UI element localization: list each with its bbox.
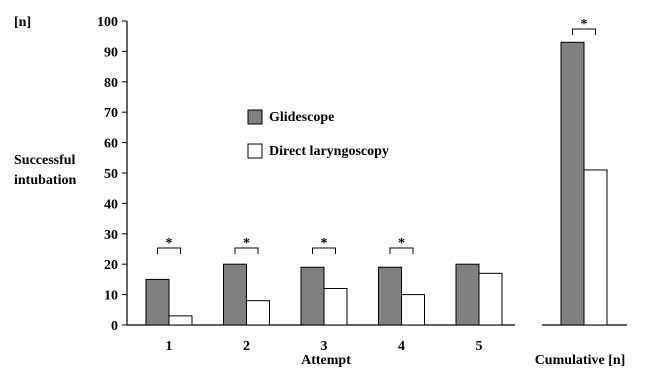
bar-direct-laryngoscopy (401, 294, 425, 326)
bar-glidescope (223, 263, 247, 326)
x-tick-label: 2 (243, 339, 250, 354)
y-tick-label: 80 (104, 76, 118, 91)
y-axis-title-line-1: Successful (14, 153, 76, 168)
y-tick-label: 90 (104, 45, 118, 60)
bar-direct-laryngoscopy (478, 272, 503, 326)
cumulative-significance-bracket (572, 28, 596, 35)
y-tick-label: 40 (104, 197, 118, 212)
significance-bracket (234, 247, 259, 254)
x-tick-label: 3 (321, 339, 328, 354)
significance-bracket (389, 247, 414, 254)
y-tick-label: 60 (104, 137, 118, 152)
significance-markers: * * * * (157, 236, 414, 254)
y-tick-label: 20 (104, 258, 118, 273)
y-tick-label: 30 (104, 228, 118, 243)
significance-bracket (312, 247, 336, 254)
cumulative-significance-star: * (581, 17, 588, 32)
bar-direct-laryngoscopy (168, 315, 193, 326)
bar-direct-laryngoscopy (323, 288, 348, 326)
legend-label-direct-laryngoscopy: Direct laryngoscopy (269, 144, 389, 159)
y-axis-title: [n] Successful intubation (14, 15, 76, 188)
y-tick-label: 10 (104, 289, 118, 304)
cumulative-bars (560, 41, 608, 326)
bar-direct-laryngoscopy (246, 300, 270, 326)
significance-star: * (398, 236, 405, 251)
legend: Glidescope Direct laryngoscopy (247, 109, 389, 159)
y-tick-label: 0 (111, 319, 118, 334)
main-bars (145, 263, 503, 326)
significance-star: * (321, 236, 328, 251)
x-tick-label: 4 (398, 339, 405, 354)
cumulative-significance: * (572, 17, 596, 35)
y-tick-label: 50 (104, 167, 118, 182)
y-axis-title-line-2: intubation (14, 173, 76, 188)
y-axis-unit: [n] (14, 15, 31, 30)
x-axis-title: Attempt (301, 353, 351, 368)
bar-glidescope (455, 263, 480, 326)
x-tick-label: 5 (476, 339, 483, 354)
y-tick-label: 70 (104, 106, 118, 121)
bar-glidescope (145, 278, 170, 326)
cumulative-bar-direct-laryngoscopy (583, 169, 608, 326)
legend-label-glidescope: Glidescope (269, 110, 334, 125)
x-tick-labels: 1 2 3 4 5 (166, 339, 483, 354)
cumulative-bar-glidescope (560, 41, 585, 326)
cumulative-axis-title: Cumulative [n] (535, 353, 626, 368)
legend-swatch-glidescope (247, 109, 263, 125)
significance-star: * (243, 236, 250, 251)
significance-bracket (157, 247, 181, 254)
legend-swatch-direct-laryngoscopy (247, 143, 263, 159)
significance-star: * (166, 236, 173, 251)
bar-glidescope (378, 266, 402, 326)
y-tick-label: 100 (97, 15, 118, 30)
x-tick-label: 1 (166, 339, 173, 354)
main-axes: 0 10 20 30 40 50 60 70 80 90 100 (97, 15, 515, 334)
bar-glidescope (300, 266, 325, 326)
